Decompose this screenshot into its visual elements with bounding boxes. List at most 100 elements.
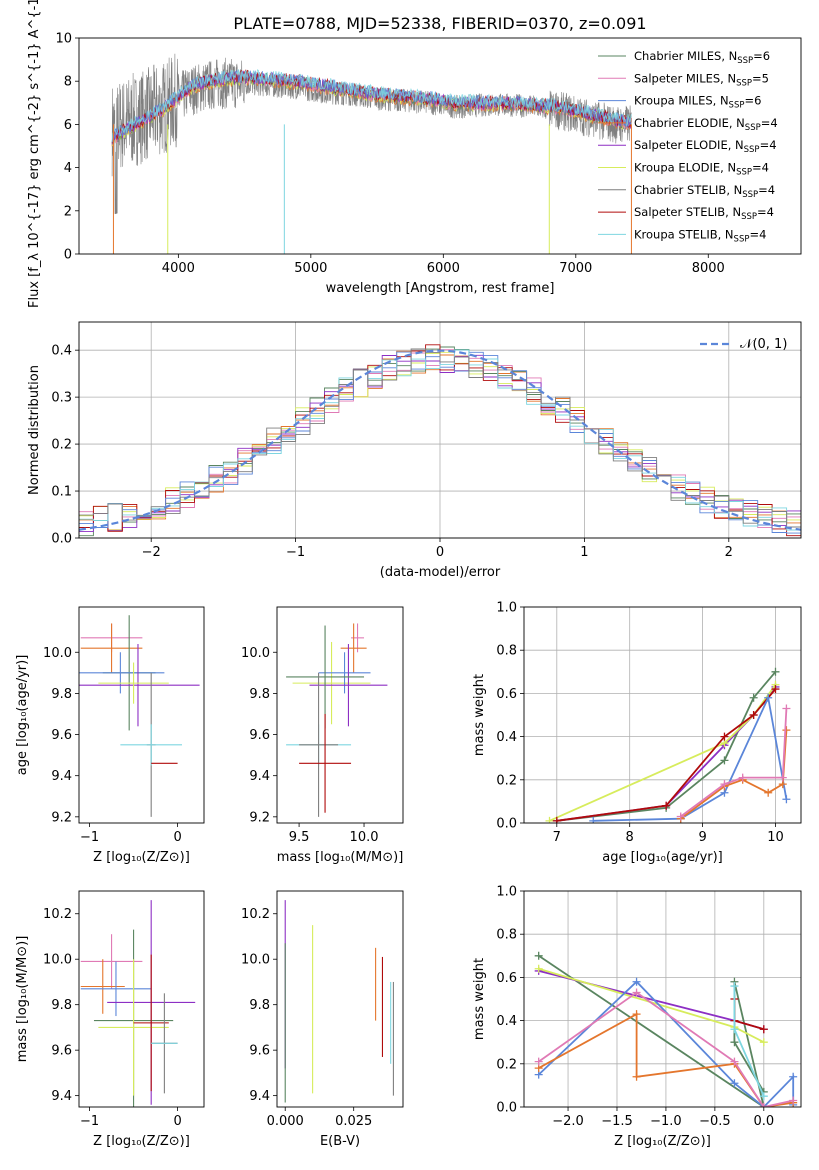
x-axis-label: Z [log₁₀(Z/Z⊙)] (93, 850, 190, 865)
weight-marker-green (720, 756, 729, 765)
plot-area (111, 53, 632, 254)
weight-marker-orange (782, 726, 791, 735)
y-axis-label: mass weight (472, 958, 487, 1040)
weight-marker-blue (730, 1079, 739, 1088)
weight-marker-cyan (730, 982, 739, 991)
legend-entry: Chabrier STELIB, NSSP=4 (634, 183, 775, 200)
clipped-marks (284, 900, 394, 1103)
y-tick-label: 9.4 (51, 769, 72, 784)
errorbar-point-blue (318, 652, 371, 694)
errorbar-point-yellow (98, 959, 169, 1096)
x-tick-label: 1 (580, 545, 588, 560)
y-tick-label: 0.0 (51, 532, 72, 547)
y-tick-label: 0.8 (496, 644, 517, 659)
figure-title: PLATE=0788, MJD=52338, FIBERID=0370, z=0… (233, 14, 646, 33)
legend-entry: Salpeter STELIB, NSSP=4 (634, 205, 774, 222)
errorbar-point-yellow (292, 641, 371, 725)
x-tick-label: 0 (173, 1114, 181, 1129)
y-tick-label: 0.4 (51, 344, 72, 359)
y-tick-label: 9.8 (249, 687, 270, 702)
weight-marker-green (749, 693, 758, 702)
x-tick-label: −1 (286, 545, 305, 560)
errorbar-point-purple (309, 644, 388, 727)
y-axis-label: Normed distribution (27, 365, 42, 495)
y-tick-label: 9.8 (51, 998, 72, 1013)
x-tick-label: 2 (725, 545, 733, 560)
y-tick-label: 8 (64, 75, 72, 90)
errorbar-point-cyan (120, 724, 182, 766)
x-tick-label: 9 (698, 830, 706, 845)
y-tick-label: 0.1 (51, 485, 72, 500)
y-axis-label: age [log₁₀(age/yr)] (15, 655, 30, 776)
weight-marker-yellow (545, 816, 554, 823)
y-tick-label: 10.0 (43, 646, 72, 661)
x-tick-label: 4000 (162, 261, 195, 276)
x-axis-label: E(B-V) (320, 1134, 360, 1149)
gaussian-curve (79, 349, 801, 531)
panel-mass-vs-EBV: 0.000 0.025 9.4 9.6 9.8 10.0 10.2 E(B-V) (241, 890, 404, 1149)
weight-marker-blue (782, 795, 791, 804)
weight-marker-red (552, 816, 561, 823)
plot-area (80, 900, 196, 1107)
x-tick-label: −2 (142, 545, 161, 560)
y-tick-label: 10.0 (241, 646, 270, 661)
panel-age-vs-Z: −1 0 9.2 9.4 9.6 9.8 10.0 Z [log₁₀(Z/Z⊙)] age [l… (15, 606, 205, 865)
y-tick-label: 9.2 (51, 810, 72, 825)
y-tick-label: 1.0 (496, 885, 517, 900)
weight-marker-pink (778, 773, 787, 782)
y-tick-label: 10.2 (241, 907, 270, 922)
y-tick-label: 0.8 (496, 928, 517, 943)
y-tick-label: 0.0 (496, 1101, 517, 1116)
x-tick-label: 0.000 (267, 1114, 304, 1129)
legend-entry: Chabrier MILES, NSSP=6 (634, 49, 770, 66)
model-spectrum-cyan (111, 69, 632, 142)
weight-line-blue (538, 980, 795, 1107)
errorbar-point-blue (79, 652, 165, 694)
x-tick-label: −2.0 (552, 1114, 584, 1129)
weight-line-yellow (549, 684, 777, 822)
clipped-marks (79, 344, 801, 537)
clipped-marks (79, 615, 200, 817)
weight-marker-cyan (759, 1092, 768, 1101)
x-tick-label: 10.0 (350, 830, 379, 845)
x-tick-label: 0.025 (335, 1114, 372, 1129)
weight-marker-yellow (759, 1038, 768, 1047)
weight-marker-orange (632, 1072, 641, 1081)
y-axis-label: mass weight (472, 674, 487, 756)
y-tick-label: 10 (55, 32, 72, 47)
legend-entry: Kroupa ELODIE, NSSP=4 (634, 161, 769, 178)
plot-area (284, 900, 394, 1103)
y-tick-label: 0.4 (496, 730, 517, 745)
errorbar-point-blue (80, 961, 152, 1017)
weight-marker-green (730, 1038, 739, 1047)
y-tick-label: 0.2 (496, 1057, 517, 1072)
legend: Chabrier MILES, NSSP=6 Salpeter MILES, NS… (598, 49, 778, 244)
legend-entry: Chabrier ELODIE, NSSP=4 (634, 116, 778, 133)
x-tick-label: 10 (767, 830, 784, 845)
y-tick-label: 9.4 (249, 1089, 270, 1104)
x-tick-label: 8 (626, 830, 634, 845)
weight-marker-pink (632, 988, 641, 997)
x-tick-label: 8000 (692, 261, 725, 276)
x-tick-label: 0 (436, 545, 444, 560)
y-tick-label: 10.2 (43, 907, 72, 922)
errorbar-point-gray (299, 672, 339, 817)
y-tick-label: 9.4 (51, 1089, 72, 1104)
clipped-marks (545, 667, 791, 823)
weight-marker-red (759, 1025, 768, 1034)
x-axis-label: wavelength [Angstrom, rest frame] (326, 281, 555, 296)
errorbar-point-orange (80, 959, 125, 1014)
clipped-marks (111, 53, 632, 254)
legend-entry: Salpeter MILES, NSSP=5 (634, 71, 769, 88)
weight-marker-blue (789, 1072, 798, 1081)
panel-weight-vs-Z: −2.0 −1.5 −1.0 −0.5 0.0 0.0 0.2 0.4 0.6 0.8 1.0 Z [… (472, 885, 802, 1149)
axes-frame (276, 606, 404, 824)
weight-marker-red (771, 685, 780, 694)
plot-area (286, 623, 388, 817)
weight-marker-red (720, 732, 729, 741)
y-tick-label: 9.2 (249, 810, 270, 825)
weight-marker-green (534, 951, 543, 960)
x-axis-label: mass [log₁₀(M/M⊙)] (277, 850, 404, 865)
x-tick-label: 5000 (294, 261, 327, 276)
